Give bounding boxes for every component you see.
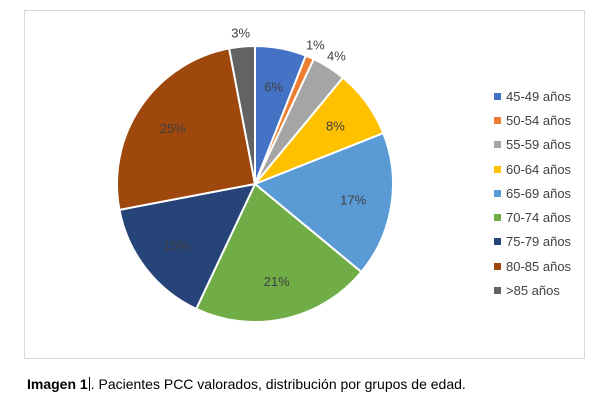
data-label: 21% [264, 274, 290, 289]
data-label: 17% [340, 193, 366, 208]
legend-label: >85 años [506, 283, 560, 299]
legend-item: 65-69 años [494, 181, 571, 205]
legend-item: 80-85 años [494, 254, 571, 278]
figure-caption: Imagen 1. Pacientes PCC valorados, distr… [27, 376, 466, 392]
legend-item: 55-59 años [494, 133, 571, 157]
data-label: 15% [163, 238, 189, 253]
legend-swatch [494, 214, 501, 222]
data-label: 4% [327, 49, 346, 64]
legend-label: 70-74 años [506, 210, 572, 226]
pie-slice-65-69-a-os [253, 131, 394, 274]
data-label: 8% [326, 119, 345, 134]
legend-item: 50-54 años [494, 108, 571, 132]
legend-swatch [494, 238, 501, 246]
text-cursor [88, 377, 90, 391]
legend: 45-49 años 50-54 años 55-59 años 60-64 años… [494, 84, 571, 303]
legend-swatch [494, 165, 501, 173]
legend-label: 50-54 años [506, 112, 572, 128]
legend-item: 75-79 años [494, 230, 571, 254]
legend-item: >85 años [494, 278, 571, 302]
chart-area: 6% 1% 4% 8% 17% 21% 15% 25% 3% 45-49 años 50-54 a… [24, 10, 585, 359]
legend-swatch [494, 287, 501, 295]
data-label: 1% [306, 38, 325, 53]
legend-item: 45-49 años [494, 84, 571, 108]
legend-label: 80-85 años [506, 258, 572, 274]
pie-slice-80-85-a-os [116, 47, 257, 212]
data-label: 6% [264, 79, 283, 94]
legend-item: 70-74 años [494, 205, 571, 229]
data-label: 3% [231, 26, 250, 41]
data-label: 25% [160, 121, 186, 136]
legend-swatch [494, 262, 501, 270]
legend-label: 45-49 años [506, 88, 572, 104]
pie-chart: 6% 1%4% 8% 17% 21% 15% 25% 3% [116, 26, 394, 323]
legend-label: 65-69 años [506, 185, 572, 201]
legend-item: 60-64 años [494, 157, 571, 181]
legend-swatch [494, 141, 501, 149]
caption-label: Imagen 1 [27, 376, 88, 392]
caption-text: . Pacientes PCC valorados, distribución … [90, 376, 466, 392]
pie-slice--85-a-os [227, 44, 256, 185]
legend-label: 55-59 años [506, 137, 572, 153]
pie-slice-70-74-a-os [194, 182, 363, 323]
legend-swatch [494, 189, 501, 197]
pie-slice-75-79-a-os [118, 182, 257, 311]
legend-label: 60-64 años [506, 161, 572, 177]
legend-swatch [494, 116, 501, 124]
legend-swatch [494, 92, 501, 100]
legend-label: 75-79 años [506, 234, 572, 250]
